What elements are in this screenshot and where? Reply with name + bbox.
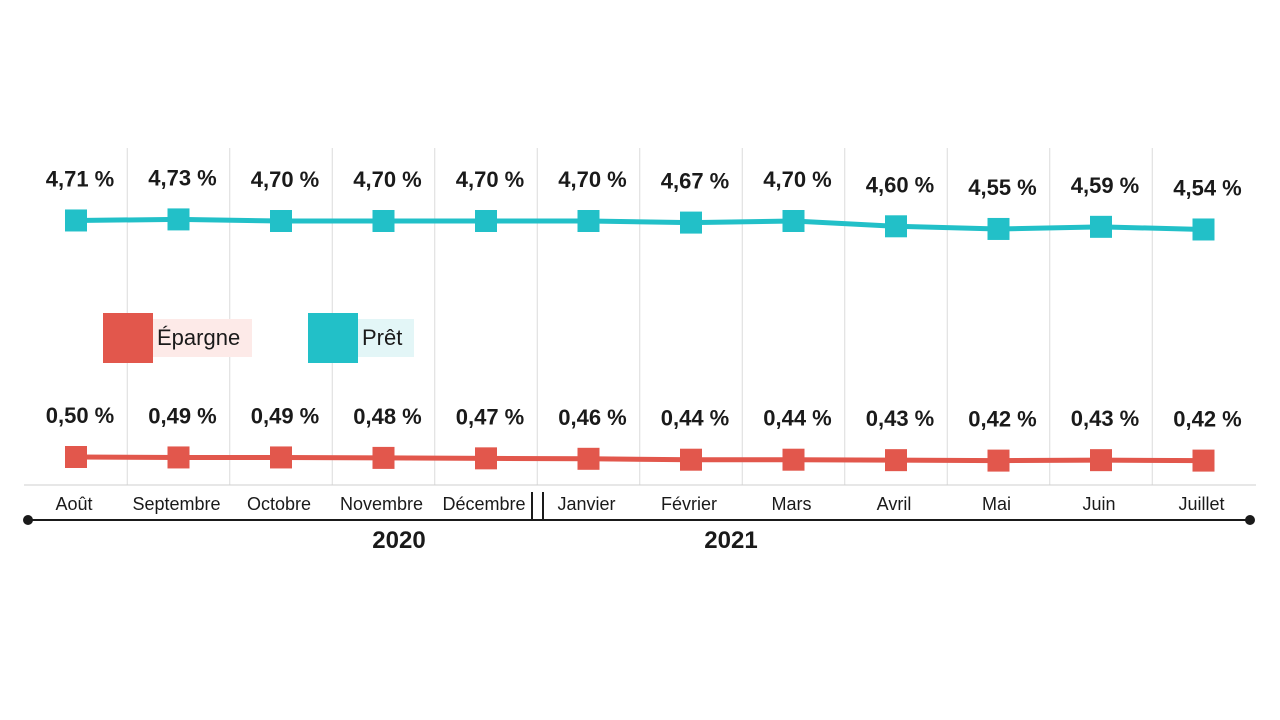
value-labels-layer: 4,71 % 4,73 % 4,70 % 4,70 % 4,70 % 4,70 % 4,67…	[46, 165, 1242, 431]
month-tick-label: Novembre	[340, 494, 423, 514]
epargne-value-label: 0,42 %	[1173, 407, 1242, 432]
epargne-value-label: 0,49 %	[251, 403, 320, 428]
pret-point	[885, 215, 907, 238]
pret-value-label: 4,60 %	[866, 172, 935, 197]
epargne-point	[680, 448, 702, 471]
epargne-point	[475, 447, 497, 470]
pret-value-label: 4,70 %	[251, 167, 320, 192]
epargne-value-label: 0,43 %	[1071, 406, 1140, 431]
pret-value-label: 4,67 %	[661, 169, 730, 194]
month-tick-label: Avril	[877, 494, 912, 514]
epargne-value-label: 0,46 %	[558, 405, 627, 430]
pret-point	[372, 210, 395, 232]
epargne-value-label: 0,49 %	[148, 403, 217, 428]
epargne-value-label: 0,42 %	[968, 407, 1037, 432]
pret-point	[1192, 218, 1215, 241]
legend-pret-swatch	[308, 313, 358, 363]
pret-point	[577, 210, 600, 232]
legend-pret-label: Prêt	[358, 319, 415, 357]
year-label-2020: 2020	[372, 527, 425, 554]
epargne-point	[577, 447, 600, 470]
epargne-point	[885, 449, 907, 472]
pret-point	[475, 210, 497, 232]
epargne-point	[782, 448, 805, 471]
month-tick-label: Septembre	[132, 494, 220, 514]
legend-pret: Prêt	[308, 313, 415, 363]
timeline-start-dot	[23, 515, 33, 525]
month-tick-label: Juillet	[1178, 494, 1224, 514]
epargne-point	[167, 446, 190, 469]
pret-point	[987, 217, 1010, 240]
year-label-2021: 2021	[704, 527, 757, 554]
timeline-end-dot	[1245, 515, 1255, 525]
pret-value-label: 4,59 %	[1071, 173, 1140, 198]
pret-point	[270, 210, 292, 232]
pret-value-label: 4,70 %	[456, 167, 525, 192]
month-tick-label: Juin	[1082, 494, 1115, 514]
grid-lines	[126, 148, 1153, 485]
pret-value-label: 4,54 %	[1173, 175, 1242, 200]
pret-value-label: 4,55 %	[968, 175, 1037, 200]
month-tick-label: Février	[661, 494, 717, 514]
pret-value-label: 4,70 %	[558, 167, 627, 192]
month-tick-label: Mars	[772, 494, 812, 514]
epargne-point	[270, 446, 292, 469]
epargne-point	[1090, 449, 1112, 472]
pret-value-label: 4,71 %	[46, 166, 115, 191]
pret-point	[167, 208, 190, 231]
epargne-value-label: 0,44 %	[763, 406, 832, 431]
epargne-value-label: 0,47 %	[456, 404, 525, 429]
series-layer	[65, 208, 1215, 472]
month-tick-label: Mai	[982, 494, 1011, 514]
epargne-value-label: 0,48 %	[353, 404, 422, 429]
epargne-value-label: 0,43 %	[866, 406, 935, 431]
pret-series-line	[75, 216, 1204, 232]
pret-value-label: 4,70 %	[763, 167, 832, 192]
legend-epargne-label: Épargne	[153, 319, 253, 357]
epargne-point	[1192, 449, 1215, 472]
pret-point	[1090, 215, 1112, 238]
pret-value-label: 4,70 %	[353, 167, 422, 192]
month-tick-label: Octobre	[247, 494, 311, 514]
pret-point	[65, 209, 87, 232]
epargne-point	[65, 446, 87, 468]
legend-epargne: Épargne	[103, 313, 253, 363]
epargne-point	[372, 446, 395, 469]
epargne-point	[987, 449, 1010, 472]
month-tick-label: Janvier	[557, 494, 615, 514]
x-axis: 2020 2021 Août Septembre Octobre Novembre Dé…	[23, 484, 1256, 554]
pret-point	[680, 211, 702, 234]
epargne-series-line	[75, 454, 1204, 464]
pret-value-label: 4,73 %	[148, 165, 217, 190]
legend-epargne-swatch	[103, 313, 153, 363]
month-tick-label: Décembre	[442, 494, 525, 514]
pret-point	[782, 210, 805, 232]
epargne-value-label: 0,50 %	[46, 403, 115, 428]
epargne-value-label: 0,44 %	[661, 406, 730, 431]
month-tick-label: Août	[55, 494, 92, 514]
